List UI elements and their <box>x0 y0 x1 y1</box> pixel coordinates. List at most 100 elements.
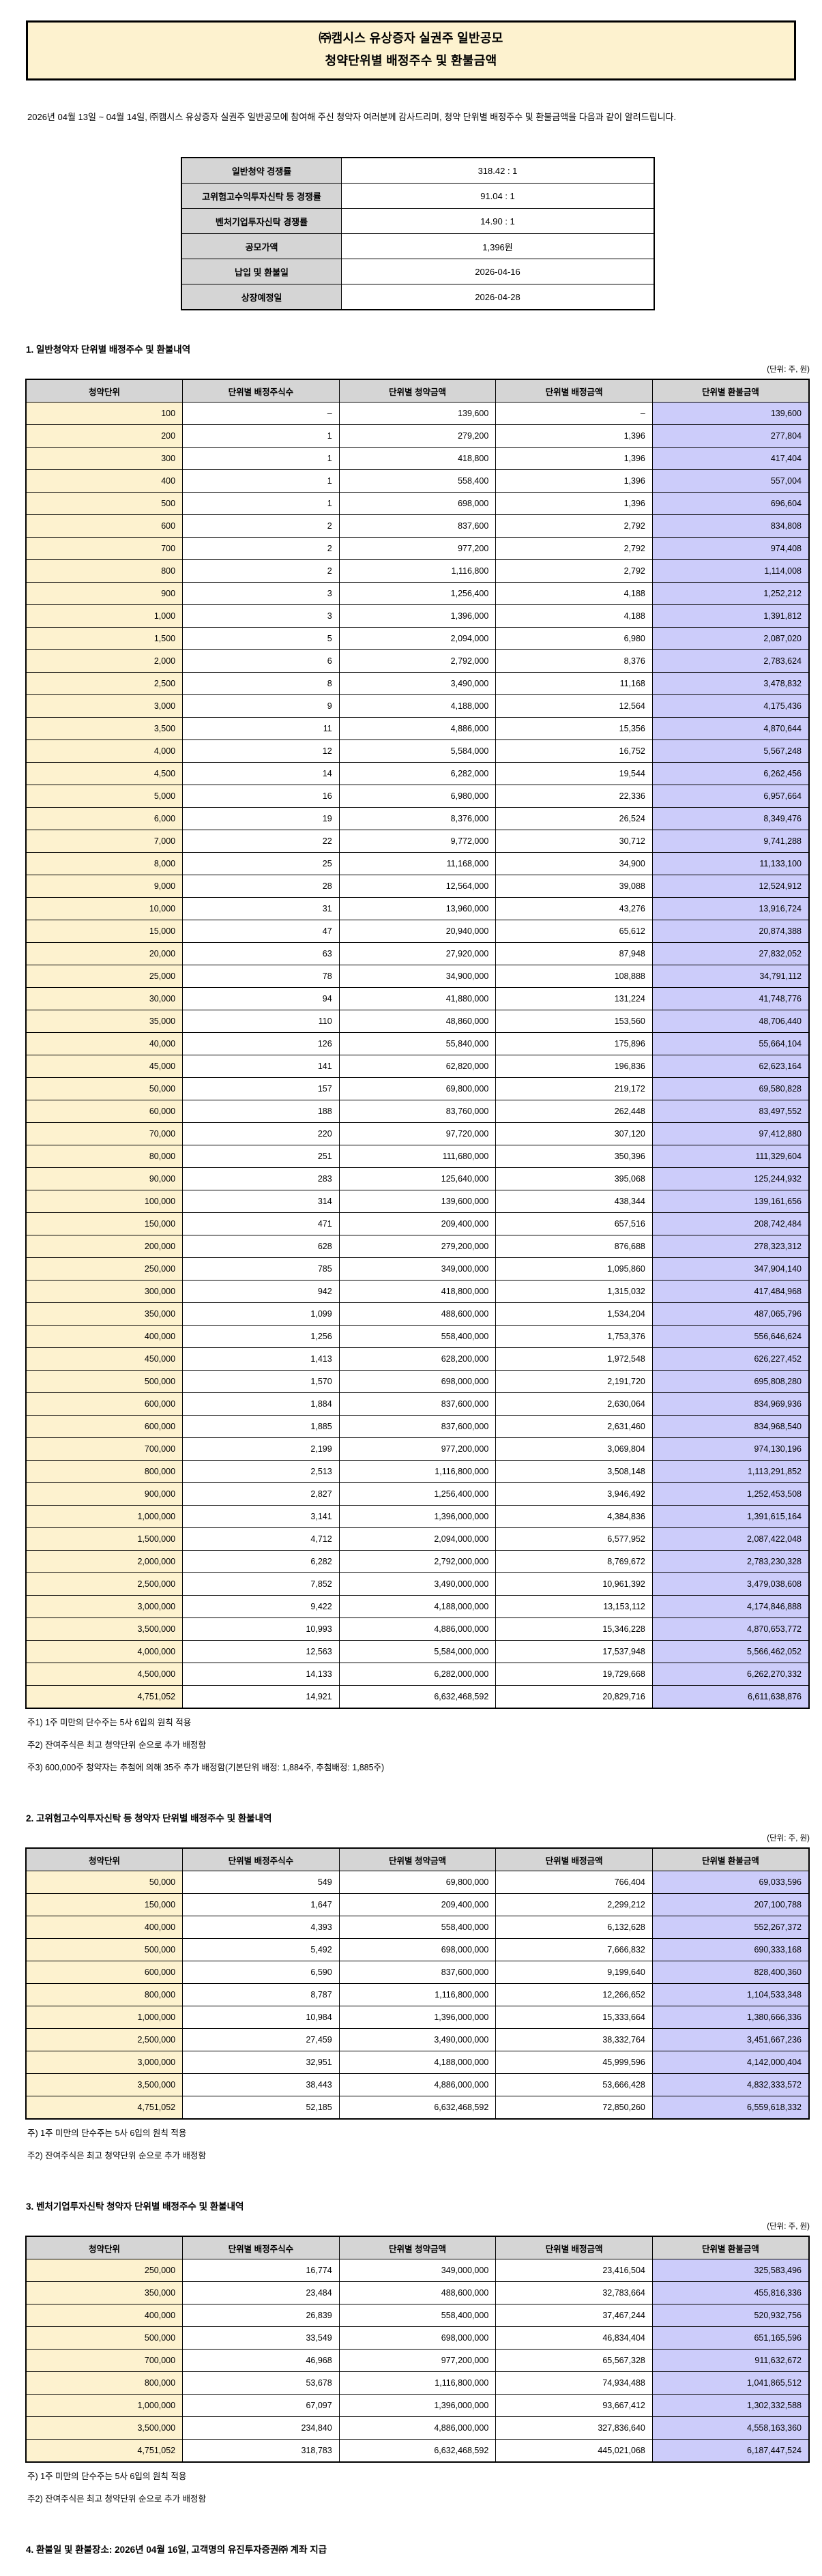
allocated-shares-cell: 23,484 <box>182 2281 340 2304</box>
table-row: 500,000 33,549 698,000,000 46,834,404 651,16… <box>25 2326 810 2350</box>
subscription-amount-cell: 488,600,000 <box>338 1302 497 1326</box>
column-header: 단위별 청약금액 <box>338 2236 497 2259</box>
subscription-unit-cell: 900,000 <box>25 1482 184 1506</box>
unit-note: (단위: 주, 원) <box>767 2223 810 2231</box>
subscription-unit-cell: 300,000 <box>25 1280 184 1303</box>
column-header: 단위별 환불금액 <box>651 1847 810 1871</box>
allocated-amount-cell: 876,688 <box>495 1235 653 1258</box>
refund-amount-cell: 6,187,447,524 <box>651 2439 810 2463</box>
subscription-unit-cell: 4,500,000 <box>25 1663 184 1686</box>
subscription-unit-cell: 5,000 <box>25 785 184 808</box>
subscription-amount-cell: 27,920,000 <box>338 942 497 965</box>
table-row: 4,500 14 6,282,000 19,544 6,262,456 <box>25 762 810 785</box>
allocated-shares-cell: 2,827 <box>182 1482 340 1506</box>
subscription-unit-cell: 400,000 <box>25 1916 184 1939</box>
allocated-shares-cell: 1,570 <box>182 1370 340 1393</box>
refund-amount-cell: 55,664,104 <box>651 1032 810 1055</box>
subscription-amount-cell: 83,760,000 <box>338 1100 497 1123</box>
allocated-amount-cell: – <box>495 402 653 425</box>
subscription-unit-cell: 3,000,000 <box>25 2051 184 2074</box>
allocated-shares-cell: 27,459 <box>182 2028 340 2051</box>
subscription-amount-cell: 5,584,000,000 <box>338 1640 497 1663</box>
column-header: 단위별 배정주식수 <box>182 1847 340 1871</box>
allocated-shares-cell: 6,282 <box>182 1550 340 1573</box>
refund-amount-cell: 417,484,968 <box>651 1280 810 1303</box>
subscription-amount-cell: 6,632,468,592 <box>338 2096 497 2120</box>
table-header-row: 청약단위 단위별 배정주식수 단위별 청약금액 단위별 배정금액 단위별 환불금액 <box>25 379 810 402</box>
subscription-amount-cell: 488,600,000 <box>338 2281 497 2304</box>
allocated-shares-cell: 14,921 <box>182 1685 340 1709</box>
subscription-amount-cell: 418,800,000 <box>338 1280 497 1303</box>
subscription-amount-cell: 977,200 <box>338 537 497 560</box>
allocated-shares-cell: – <box>182 402 340 425</box>
column-header: 청약단위 <box>25 379 184 402</box>
subscription-amount-cell: 4,188,000,000 <box>338 2051 497 2074</box>
allocated-amount-cell: 7,666,832 <box>495 1938 653 1961</box>
column-header: 단위별 배정금액 <box>495 1847 653 1871</box>
refund-amount-cell: 5,566,462,052 <box>651 1640 810 1663</box>
allocated-shares-cell: 16 <box>182 785 340 808</box>
section-title-high-yield: 2. 고위험고수익투자신탁 등 청약자 단위별 배정주수 및 환불내역 <box>26 1813 272 1824</box>
allocated-amount-cell: 9,199,640 <box>495 1961 653 1984</box>
allocated-shares-cell: 1,647 <box>182 1893 340 1916</box>
info-label: 일반청약 경쟁률 <box>181 157 342 184</box>
column-header: 청약단위 <box>25 2236 184 2259</box>
table-row: 4,500,000 14,133 6,282,000,000 19,729,668 6,… <box>25 1663 810 1686</box>
allocated-shares-cell: 46,968 <box>182 2349 340 2372</box>
subscription-unit-cell: 4,751,052 <box>25 2096 184 2120</box>
allocated-amount-cell: 8,376 <box>495 649 653 673</box>
allocated-amount-cell: 43,276 <box>495 897 653 920</box>
column-header: 단위별 배정금액 <box>495 379 653 402</box>
refund-notice: 4. 환불일 및 환불장소: 2026년 04월 16일, 고객명의 유진투자증… <box>26 2545 327 2555</box>
allocated-shares-cell: 38,443 <box>182 2073 340 2096</box>
refund-amount-cell: 34,791,112 <box>651 965 810 988</box>
document-title-box: ㈜캠시스 유상증자 실권주 일반공모 청약단위별 배정주수 및 환불금액 <box>26 20 796 80</box>
allocated-amount-cell: 20,829,716 <box>495 1685 653 1709</box>
table-row: 150,000 471 209,400,000 657,516 208,742,484 <box>25 1212 810 1235</box>
column-header: 단위별 배정주식수 <box>182 379 340 402</box>
refund-amount-cell: 62,623,164 <box>651 1055 810 1078</box>
refund-amount-cell: 83,497,552 <box>651 1100 810 1123</box>
subscription-amount-cell: 349,000,000 <box>338 2259 497 2282</box>
subscription-amount-cell: 111,680,000 <box>338 1145 497 1168</box>
table-row: 6,000 19 8,376,000 26,524 8,349,476 <box>25 807 810 830</box>
table-row: 50,000 549 69,800,000 766,404 69,033,596 <box>25 1871 810 1894</box>
info-value: 91.04 : 1 <box>341 183 655 209</box>
allocated-shares-cell: 628 <box>182 1235 340 1258</box>
allocated-shares-cell: 10,984 <box>182 2006 340 2029</box>
table-row: 3,000,000 9,422 4,188,000,000 13,153,112 4,1… <box>25 1595 810 1618</box>
allocated-shares-cell: 5,492 <box>182 1938 340 1961</box>
subscription-unit-cell: 800 <box>25 559 184 583</box>
document-page: ㈜캠시스 유상증자 실권주 일반공모 청약단위별 배정주수 및 환불금액 202… <box>0 20 822 2576</box>
subscription-unit-cell: 4,000 <box>25 740 184 763</box>
subscription-unit-cell: 400 <box>25 469 184 493</box>
subscription-unit-cell: 50,000 <box>25 1871 184 1894</box>
subscription-unit-cell: 2,000 <box>25 649 184 673</box>
allocated-amount-cell: 45,999,596 <box>495 2051 653 2074</box>
footnote: 주2) 잔여주식은 최고 청약단위 순으로 추가 배정함 <box>27 2494 206 2504</box>
subscription-unit-cell: 250,000 <box>25 2259 184 2282</box>
subscription-amount-cell: 558,400,000 <box>338 2304 497 2327</box>
subscription-unit-cell: 90,000 <box>25 1167 184 1190</box>
allocated-amount-cell: 2,792 <box>495 514 653 538</box>
allocated-shares-cell: 283 <box>182 1167 340 1190</box>
refund-amount-cell: 1,113,291,852 <box>651 1460 810 1483</box>
allocated-amount-cell: 38,332,764 <box>495 2028 653 2051</box>
allocated-shares-cell: 1,413 <box>182 1347 340 1371</box>
subscription-amount-cell: 3,490,000 <box>338 672 497 695</box>
refund-amount-cell: 1,302,332,588 <box>651 2394 810 2417</box>
refund-amount-cell: 2,783,624 <box>651 649 810 673</box>
refund-amount-cell: 974,408 <box>651 537 810 560</box>
allocated-shares-cell: 53,678 <box>182 2371 340 2395</box>
subscription-amount-cell: 2,094,000,000 <box>338 1527 497 1551</box>
table-row: 2,000 6 2,792,000 8,376 2,783,624 <box>25 649 810 673</box>
footnote: 주2) 잔여주식은 최고 청약단위 순으로 추가 배정함 <box>27 1740 206 1750</box>
refund-amount-cell: 455,816,336 <box>651 2281 810 2304</box>
subscription-amount-cell: 62,820,000 <box>338 1055 497 1078</box>
refund-amount-cell: 111,329,604 <box>651 1145 810 1168</box>
allocated-amount-cell: 438,344 <box>495 1190 653 1213</box>
table-row: 40,000 126 55,840,000 175,896 55,664,104 <box>25 1032 810 1055</box>
table-row: 800,000 53,678 1,116,800,000 74,934,488 1,04… <box>25 2371 810 2395</box>
competition-info-table: 일반청약 경쟁률 318.42 : 1 고위험고수익투자신탁 등 경쟁률 91.04 … <box>181 157 655 310</box>
subscription-amount-cell: 139,600 <box>338 402 497 425</box>
